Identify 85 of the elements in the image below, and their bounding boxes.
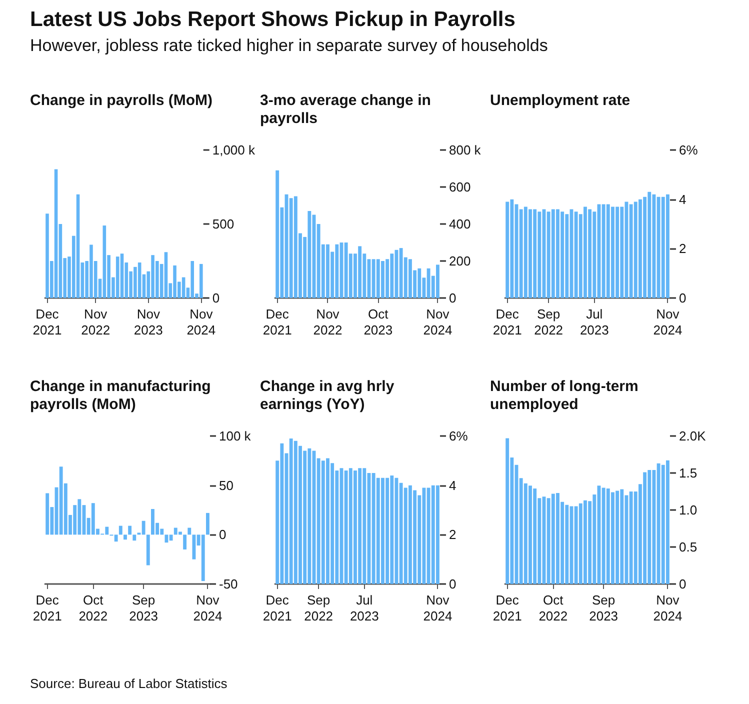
bar [120,254,124,298]
bar [54,169,58,298]
chart-title: Number of long-term unemployed [490,378,640,414]
x-tick-label: Nov 2022 [81,306,110,338]
y-tick-label: 1,000 k [212,142,256,158]
bar [190,261,194,298]
y-tick-label: 1.5 [679,466,698,480]
y-tick-label: 100 k [219,428,252,444]
x-tick-label: Dec 2021 [262,306,292,338]
y-tick-label: 600 [449,180,471,194]
chart-title: 3-mo average change in payrolls [260,92,432,128]
y-tick-label: 0 [219,527,226,542]
bar [436,485,440,584]
y-tick-label: 4 [449,478,456,493]
x-tick-label: Sep 2023 [589,592,618,624]
x-tick-label: Oct 2022 [538,592,568,624]
bar [206,512,210,535]
bar [142,520,146,535]
bar [116,256,120,298]
source-note: Source: Bureau of Labor Statistics [30,676,228,691]
bar [201,534,205,582]
bar [132,534,136,541]
bar [146,534,150,566]
x-tick-label: Dec 2021 [262,592,292,624]
y-tick-label: 1.0 [679,502,698,518]
y-tick-label: 500 [212,216,234,232]
x-tick-label: Nov 2022 [313,306,342,338]
text: Latest US Jobs Report Shows Pickup in Payrolls [30,8,516,32]
y-tick-label: 0 [449,576,456,592]
bar [124,534,127,540]
bar [164,252,168,298]
bar [188,528,192,535]
x-tick-label: Nov 2023 [134,306,163,338]
chart-title: Change in avg hrly earnings (YoY) [260,378,396,414]
y-tick-label: 2 [449,527,456,542]
x-tick-label: Oct 2022 [78,592,108,624]
text: However, jobless rate ticked higher in separate survey of households [30,36,549,56]
x-tick-label: Sep 2022 [304,592,334,624]
x-tick-label: Dec 2021 [32,592,62,624]
bar [182,277,186,298]
x-tick-label: Dec 2021 [32,306,62,338]
y-tick-label: 6% [449,428,468,444]
x-tick-label: Sep 2023 [129,592,158,624]
x-tick-label: Jul 2023 [580,306,609,338]
bar [666,460,670,584]
y-tick-label: -50 [219,576,238,592]
x-tick-label: Oct 2023 [364,306,393,338]
y-tick-label: 0 [679,576,686,592]
bar [76,194,80,298]
bar [102,225,106,298]
bar [46,493,50,535]
x-tick-label: Nov 2024 [653,592,682,624]
x-tick-label: Sep 2022 [534,306,564,338]
y-tick-label: 2.0K [679,428,706,444]
bar [118,526,122,535]
x-tick-label: Nov 2024 [423,592,452,624]
x-tick-label: Dec 2021 [492,306,522,338]
bar [506,438,510,584]
x-tick-label: Nov 2024 [653,306,682,338]
chart-title: Change in manufacturing payrolls (MoM) [30,378,212,414]
x-tick-label: Nov 2024 [423,306,452,338]
x-tick-label: Dec 2021 [492,592,522,624]
y-tick-label: 200 [449,254,471,268]
bar [128,526,132,535]
x-tick-label: Nov 2024 [186,306,216,338]
y-tick-label: 0.5 [679,540,698,554]
y-tick-label: 0 [449,290,456,306]
y-tick-label: 800 k [449,142,482,158]
y-tick-label: 50 [219,478,234,493]
y-tick-label: 0 [679,290,686,306]
bar [276,170,280,298]
y-tick-label: 0 [212,290,220,306]
chart-title: Change in payrolls (MoM) [30,92,214,111]
y-tick-label: 4 [679,192,686,207]
x-tick-label: Jul 2023 [350,592,379,624]
bar [169,534,173,541]
chart-title: Unemployment rate [490,92,632,111]
bar [183,534,187,550]
y-tick-label: 400 [449,216,471,232]
bar [436,264,440,298]
bar [138,262,142,298]
x-tick-label: Nov 2024 [193,592,222,624]
y-tick-label: 6% [679,142,698,158]
bar [114,534,118,542]
y-tick-label: 2 [679,241,686,256]
